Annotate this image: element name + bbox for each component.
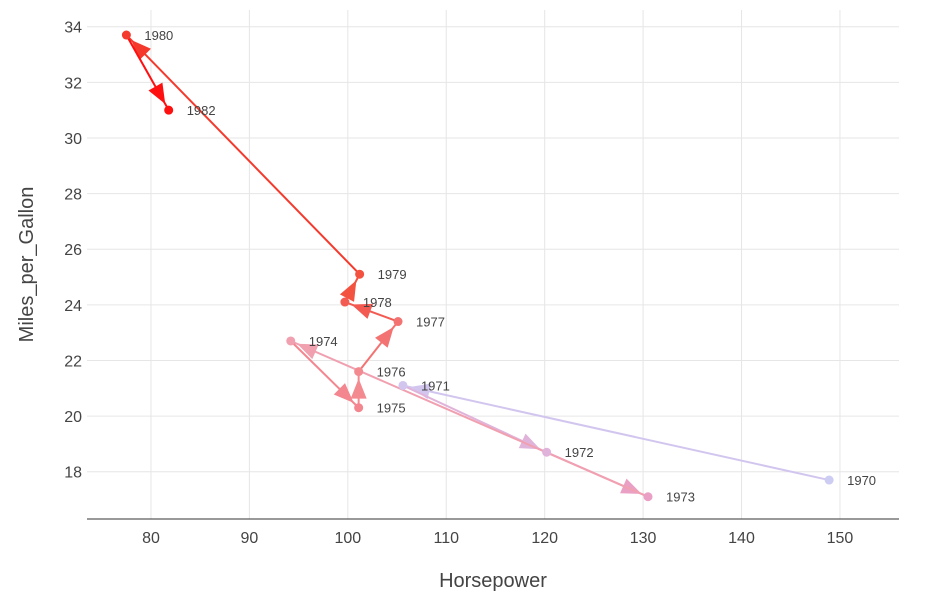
y-tick-label: 26 [64,242,82,259]
x-tick-label: 130 [630,530,657,547]
y-tick-label: 32 [64,75,82,92]
point-label: 1974 [309,334,338,349]
series [121,30,834,502]
x-tick-label: 140 [728,530,755,547]
axes: 80 90 100 110 120 130 140 150 18 20 22 24 26 28 30 32 34 [64,20,899,547]
x-tick-label: 90 [241,530,259,547]
x-tick-label: 100 [334,530,361,547]
data-point [354,367,364,377]
data-point [393,317,403,327]
grid [87,10,899,519]
data-point [164,105,174,115]
series-arrowhead [351,303,373,319]
data-point [355,269,365,279]
data-point [354,403,364,413]
series-arrowhead [339,280,357,302]
data-point [340,297,350,307]
data-point [286,336,296,346]
point-label: 1976 [377,365,406,380]
x-tick-label: 120 [531,530,558,547]
point-label: 1978 [363,295,392,310]
data-point [398,380,408,390]
series-arrowhead [333,383,354,403]
series-arrowhead [518,433,541,450]
y-tick-label: 18 [64,465,82,482]
point-label: 1980 [144,28,173,43]
series-segment [402,384,830,482]
point-label: 1979 [378,267,407,282]
series-segment [125,34,361,275]
series-arrowhead [375,327,394,348]
series-arrowhead [350,378,367,399]
point-labels: 1970 1971 1972 1973 1974 1975 1976 1977 1978 1979… [144,28,876,505]
series-arrowhead [131,40,151,60]
data-point [824,475,834,485]
point-label: 1971 [421,378,450,393]
y-tick-label: 34 [64,20,82,37]
series-segment [290,340,649,498]
x-tick-label: 150 [827,530,854,547]
y-axis-title: Miles_per_Gallon [16,187,38,343]
x-tick-label: 80 [142,530,160,547]
point-label: 1972 [565,445,594,460]
point-label: 1977 [416,315,445,330]
point-label: 1975 [377,401,406,416]
y-tick-label: 22 [64,353,82,370]
x-axis-title: Horsepower [439,570,547,592]
data-point [542,447,552,457]
series-arrowhead [297,343,319,360]
y-tick-label: 20 [64,409,82,426]
point-label: 1982 [187,103,216,118]
series-arrowhead [620,478,642,494]
series-arrowhead [148,82,166,105]
y-tick-label: 30 [64,131,82,148]
point-label: 1973 [666,490,695,505]
y-tick-label: 24 [64,298,82,315]
data-point [643,492,653,502]
x-tick-label: 110 [433,530,459,547]
point-label: 1970 [847,473,876,488]
y-tick-label: 28 [64,187,82,204]
data-point [121,30,131,40]
